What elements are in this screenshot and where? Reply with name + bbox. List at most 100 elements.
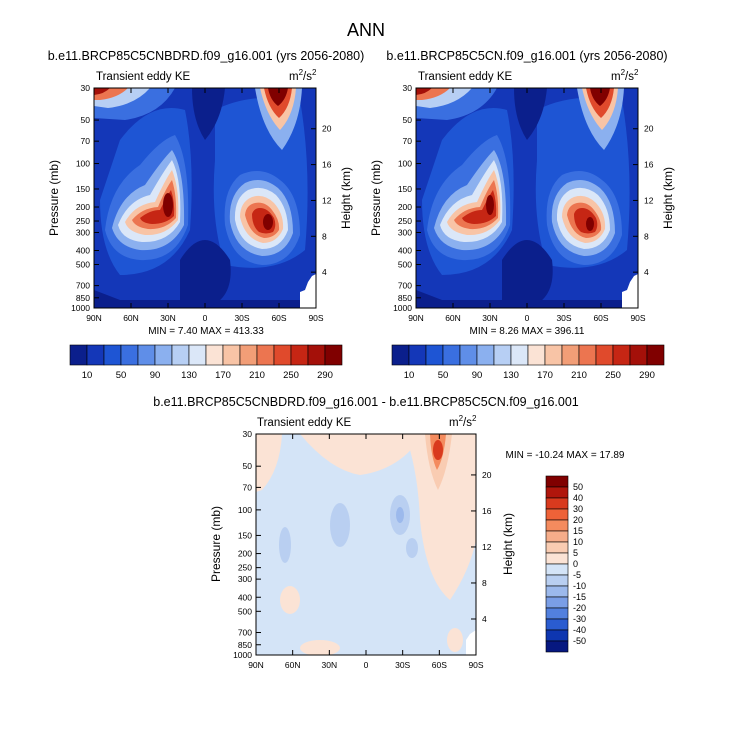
colorbar-label: 40 (573, 493, 583, 503)
colorbar-box (545, 629, 569, 642)
contour-field (94, 88, 316, 308)
x-tick-label: 90S (630, 313, 645, 323)
p-tick-label: 300 (238, 574, 252, 584)
colorbar-label: 20 (573, 515, 583, 525)
p-tick-label: 700 (76, 281, 90, 291)
colorbar-box (103, 344, 122, 366)
h-tick-label: 4 (482, 614, 487, 624)
colorbar-label: 90 (472, 370, 483, 381)
colorbar-label: 50 (116, 370, 127, 381)
p-tick-label: 200 (238, 549, 252, 559)
x-tick-label: 90N (86, 313, 102, 323)
colorbar-label: -50 (573, 636, 586, 646)
p-tick-label: 400 (398, 246, 412, 256)
y-axis-label-left: Pressure (mb) (47, 160, 61, 236)
colorbar-label: -30 (573, 614, 586, 624)
p-tick-label: 100 (238, 505, 252, 515)
colorbar-box (612, 344, 631, 366)
y-axis-label-left: Pressure (mb) (369, 160, 383, 236)
colorbar-box (629, 344, 648, 366)
p-tick-label: 500 (238, 606, 252, 616)
colorbar-box (544, 344, 563, 366)
x-tick-label: 90N (248, 660, 264, 670)
p-tick-label: 700 (238, 628, 252, 638)
p-tick-label: 100 (76, 159, 90, 169)
colorbar-box (545, 497, 569, 510)
p-tick-label: 200 (398, 202, 412, 212)
colorbar-box (545, 530, 569, 543)
colorbar-box (545, 519, 569, 532)
colorbar-label: -15 (573, 592, 586, 602)
x-axis: 90N 60N 30N 0 30S 60S 90S (408, 88, 646, 323)
colorbar: 10 50 90 130 170 210 250 290 (69, 344, 343, 381)
p-tick-label: 500 (76, 260, 90, 270)
x-tick-label: 60N (285, 660, 301, 670)
x-tick-label: 30S (556, 313, 571, 323)
min-max-stats: MIN = 8.26 MAX = 396.11 (470, 326, 585, 337)
x-axis: 90N 60N 30N 0 30S 60S 90S (86, 88, 324, 323)
colorbar-box (545, 541, 569, 554)
p-tick-label: 1000 (233, 650, 252, 660)
p-tick-label: 50 (81, 115, 91, 125)
panel-difference: b.e11.BRCP85C5CNBDRD.f09_g16.001 - b.e11… (153, 395, 625, 670)
p-tick-label: 400 (76, 246, 90, 256)
colorbar-box (307, 344, 326, 366)
colorbar-box (69, 344, 88, 366)
p-tick-label: 250 (76, 216, 90, 226)
colorbar-box (545, 618, 569, 631)
min-max-stats: MIN = -10.24 MAX = 17.89 (506, 450, 625, 461)
colorbar-box (545, 475, 569, 488)
h-tick-label: 8 (482, 578, 487, 588)
colorbar-box (239, 344, 258, 366)
colorbar-box (290, 344, 309, 366)
h-tick-label: 20 (482, 470, 492, 480)
colorbar-box (188, 344, 207, 366)
h-tick-label: 8 (322, 231, 327, 241)
h-tick-label: 16 (322, 160, 332, 170)
y-axis-label-left: Pressure (mb) (209, 506, 223, 582)
x-tick-label: 30S (395, 660, 410, 670)
colorbar-box (273, 344, 292, 366)
p-tick-label: 100 (398, 159, 412, 169)
colorbar-box (510, 344, 529, 366)
panel-test-case: b.e11.BRCP85C5CNBDRD.f09_g16.001 (yrs 20… (47, 49, 364, 381)
x-tick-label: 30S (234, 313, 249, 323)
p-tick-label: 150 (238, 530, 252, 540)
x-tick-label: 30N (160, 313, 176, 323)
colorbar-box (408, 344, 427, 366)
colorbar-label: -40 (573, 625, 586, 635)
colorbar-label: 250 (283, 370, 299, 381)
units-label: m2/s2 (611, 68, 639, 83)
colorbar-label: 130 (181, 370, 197, 381)
p-tick-label: 250 (238, 563, 252, 573)
colorbar-box (493, 344, 512, 366)
x-tick-label: 60N (445, 313, 461, 323)
p-tick-label: 30 (243, 429, 253, 439)
min-max-stats: MIN = 7.40 MAX = 413.33 (148, 326, 264, 337)
x-tick-label: 60N (123, 313, 139, 323)
colorbar-label: -5 (573, 570, 581, 580)
y-axis-label-right: Height (km) (501, 513, 515, 575)
p-tick-label: 30 (403, 83, 413, 93)
colorbar-box (324, 344, 343, 366)
h-tick-label: 16 (482, 506, 492, 516)
field-label: Transient eddy KE (418, 71, 513, 83)
h-tick-label: 8 (644, 231, 649, 241)
colorbar-box (86, 344, 105, 366)
units-label: m2/s2 (449, 414, 477, 429)
colorbar-box (578, 344, 597, 366)
p-tick-label: 30 (81, 83, 91, 93)
panel-control-case: b.e11.BRCP85C5CN.f09_g16.001 (yrs 2056-2… (369, 49, 675, 381)
y-axis-label-right: Height (km) (339, 167, 353, 229)
h-axis: 20 16 12 8 4 (311, 124, 332, 277)
p-tick-label: 850 (238, 640, 252, 650)
h-tick-label: 4 (322, 267, 327, 277)
colorbar-box (459, 344, 478, 366)
h-tick-label: 12 (482, 542, 492, 552)
colorbar-box (545, 563, 569, 576)
colorbar-label: 50 (573, 482, 583, 492)
colorbar-label: 0 (573, 559, 578, 569)
